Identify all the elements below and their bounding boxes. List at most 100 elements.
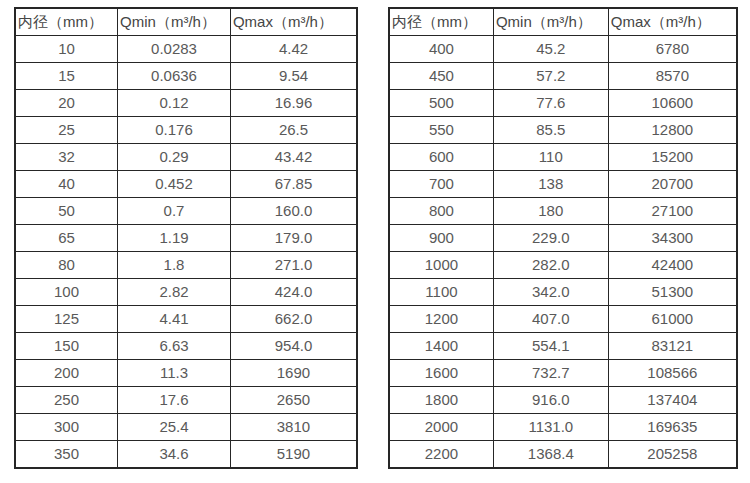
table-row: 150.06369.54	[15, 63, 357, 90]
cell-qmin: 17.6	[118, 387, 231, 414]
cell-qmax: 271.0	[230, 252, 357, 279]
cell-qmin: 0.452	[118, 171, 231, 198]
cell-qmax: 108566	[608, 360, 737, 387]
cell-qmin: 1.8	[118, 252, 231, 279]
cell-qmax: 10600	[608, 90, 737, 117]
cell-diameter: 300	[15, 414, 118, 441]
cell-qmin: 85.5	[493, 117, 608, 144]
cell-qmax: 8570	[608, 63, 737, 90]
cell-qmax: 5190	[230, 441, 357, 469]
cell-qmin: 110	[493, 144, 608, 171]
cell-diameter: 80	[15, 252, 118, 279]
column-header-qmin: Qmin（m³/h）	[493, 8, 608, 36]
table-row: 1200407.061000	[389, 306, 737, 333]
cell-diameter: 25	[15, 117, 118, 144]
cell-qmin: 407.0	[493, 306, 608, 333]
cell-qmin: 0.0636	[118, 63, 231, 90]
header-row: 内径（mm）Qmin（m³/h）Qmax（m³/h）	[389, 8, 737, 36]
table-row: 50077.610600	[389, 90, 737, 117]
cell-qmax: 43.42	[230, 144, 357, 171]
cell-diameter: 1000	[389, 252, 493, 279]
cell-qmax: 42400	[608, 252, 737, 279]
cell-qmin: 0.176	[118, 117, 231, 144]
cell-qmin: 45.2	[493, 36, 608, 63]
cell-qmin: 0.12	[118, 90, 231, 117]
cell-qmin: 2.82	[118, 279, 231, 306]
cell-qmax: 424.0	[230, 279, 357, 306]
cell-qmin: 732.7	[493, 360, 608, 387]
cell-qmin: 916.0	[493, 387, 608, 414]
flow-table-small-diameters: 内径（mm）Qmin（m³/h）Qmax（m³/h）100.02834.4215…	[14, 7, 358, 469]
column-header-qmax: Qmax（m³/h）	[608, 8, 737, 36]
cell-diameter: 500	[389, 90, 493, 117]
cell-qmin: 1131.0	[493, 414, 608, 441]
column-header-diameter: 内径（mm）	[15, 8, 118, 36]
cell-diameter: 250	[15, 387, 118, 414]
table-row: 1400554.183121	[389, 333, 737, 360]
cell-qmin: 57.2	[493, 63, 608, 90]
cell-qmin: 77.6	[493, 90, 608, 117]
cell-qmax: 34300	[608, 225, 737, 252]
cell-qmax: 83121	[608, 333, 737, 360]
cell-qmax: 662.0	[230, 306, 357, 333]
cell-qmin: 25.4	[118, 414, 231, 441]
table-row: 35034.65190	[15, 441, 357, 469]
table-row: 200.1216.96	[15, 90, 357, 117]
cell-qmax: 61000	[608, 306, 737, 333]
cell-qmin: 6.63	[118, 333, 231, 360]
cell-qmax: 26.5	[230, 117, 357, 144]
cell-qmax: 16.96	[230, 90, 357, 117]
cell-diameter: 1600	[389, 360, 493, 387]
cell-qmax: 1690	[230, 360, 357, 387]
cell-qmin: 11.3	[118, 360, 231, 387]
cell-qmax: 160.0	[230, 198, 357, 225]
cell-qmin: 4.41	[118, 306, 231, 333]
cell-diameter: 550	[389, 117, 493, 144]
table-row: 1254.41662.0	[15, 306, 357, 333]
table-row: 45057.28570	[389, 63, 737, 90]
table-row: 1600732.7108566	[389, 360, 737, 387]
table-row: 25017.62650	[15, 387, 357, 414]
cell-qmax: 3810	[230, 414, 357, 441]
cell-qmax: 9.54	[230, 63, 357, 90]
table-row: 1000282.042400	[389, 252, 737, 279]
cell-qmin: 342.0	[493, 279, 608, 306]
cell-qmax: 954.0	[230, 333, 357, 360]
cell-qmin: 0.0283	[118, 36, 231, 63]
table-row: 60011015200	[389, 144, 737, 171]
table-row: 70013820700	[389, 171, 737, 198]
flow-table-large-diameters: 内径（mm）Qmin（m³/h）Qmax（m³/h）40045.26780450…	[388, 7, 738, 469]
cell-diameter: 700	[389, 171, 493, 198]
table-row: 80018027100	[389, 198, 737, 225]
cell-diameter: 450	[389, 63, 493, 90]
table-row: 250.17626.5	[15, 117, 357, 144]
cell-diameter: 200	[15, 360, 118, 387]
table-row: 1100342.051300	[389, 279, 737, 306]
column-header-qmax: Qmax（m³/h）	[230, 8, 357, 36]
cell-qmax: 4.42	[230, 36, 357, 63]
table-row: 40045.26780	[389, 36, 737, 63]
cell-diameter: 150	[15, 333, 118, 360]
cell-qmax: 51300	[608, 279, 737, 306]
cell-qmax: 20700	[608, 171, 737, 198]
table-row: 1800916.0137404	[389, 387, 737, 414]
cell-qmax: 6780	[608, 36, 737, 63]
header-row: 内径（mm）Qmin（m³/h）Qmax（m³/h）	[15, 8, 357, 36]
cell-qmin: 282.0	[493, 252, 608, 279]
cell-diameter: 40	[15, 171, 118, 198]
cell-qmax: 205258	[608, 441, 737, 469]
table-row: 55085.512800	[389, 117, 737, 144]
cell-qmin: 554.1	[493, 333, 608, 360]
table-row: 22001368.4205258	[389, 441, 737, 469]
cell-diameter: 100	[15, 279, 118, 306]
cell-qmax: 67.85	[230, 171, 357, 198]
table-row: 400.45267.85	[15, 171, 357, 198]
table-row: 30025.43810	[15, 414, 357, 441]
cell-diameter: 1800	[389, 387, 493, 414]
cell-diameter: 2200	[389, 441, 493, 469]
cell-diameter: 32	[15, 144, 118, 171]
table-row: 900229.034300	[389, 225, 737, 252]
table-row: 500.7160.0	[15, 198, 357, 225]
column-header-diameter: 内径（mm）	[389, 8, 493, 36]
cell-qmax: 2650	[230, 387, 357, 414]
